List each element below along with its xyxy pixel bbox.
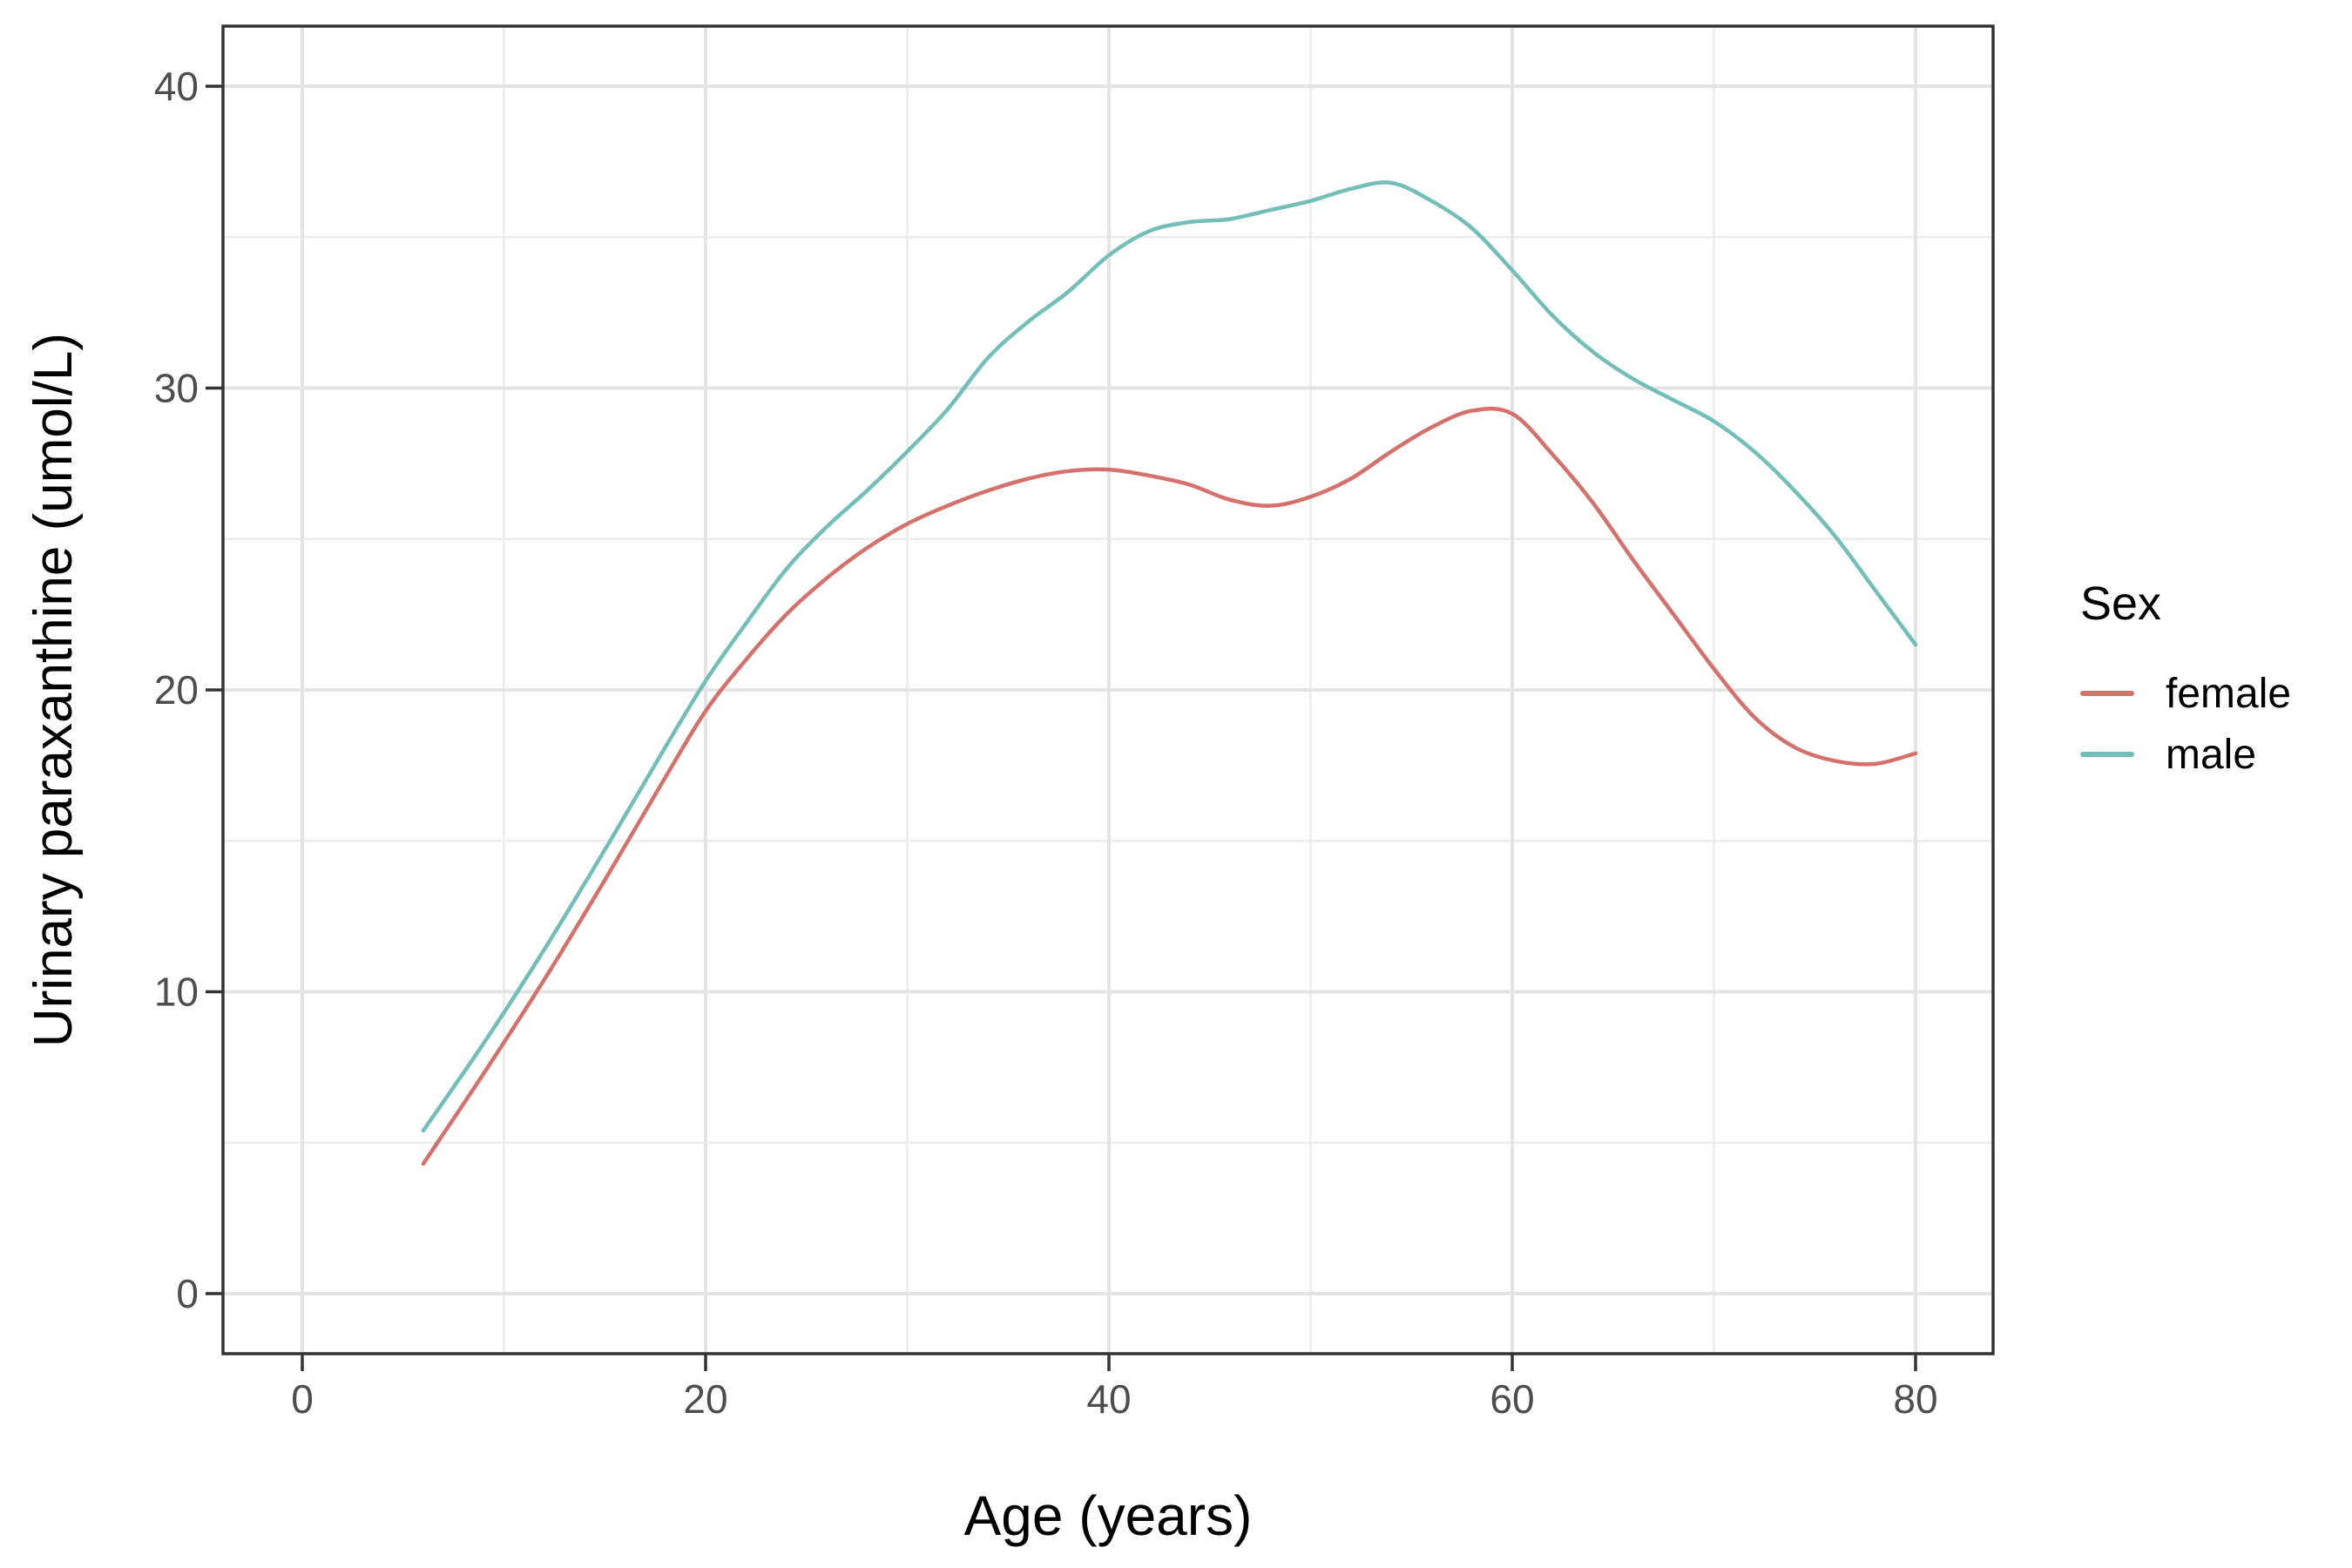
legend-key-line-male [2080, 752, 2134, 758]
legend-label-female: female [2166, 670, 2292, 717]
y-tick-label: 20 [154, 667, 199, 713]
y-tick-label: 40 [154, 64, 199, 109]
x-tick-label: 0 [291, 1376, 314, 1422]
legend-item-male: male [2080, 724, 2291, 785]
y-tick-label: 10 [154, 970, 199, 1015]
legend-item-female: female [2080, 663, 2291, 724]
legend-key-line-female [2080, 691, 2134, 697]
x-axis-title: Age (years) [963, 1484, 1253, 1547]
series-group [421, 180, 1918, 1166]
x-tick-label: 40 [1086, 1376, 1131, 1422]
y-tick-label: 0 [176, 1271, 199, 1316]
y-axis-title: Urinary paraxanthine (umol/L) [24, 332, 84, 1048]
y-tick-label: 30 [154, 366, 199, 411]
x-tick-label: 80 [1893, 1376, 1937, 1422]
legend: Sex female male [2080, 578, 2291, 785]
x-tick-label: 20 [683, 1376, 727, 1422]
y-axis-title-wrap: Urinary paraxanthine (umol/L) [14, 26, 94, 1354]
legend-title: Sex [2080, 578, 2162, 630]
x-tick-label: 60 [1490, 1376, 1534, 1422]
series-line-female [421, 406, 1918, 1166]
series-line-male [421, 180, 1918, 1133]
legend-label-male: male [2166, 731, 2257, 778]
